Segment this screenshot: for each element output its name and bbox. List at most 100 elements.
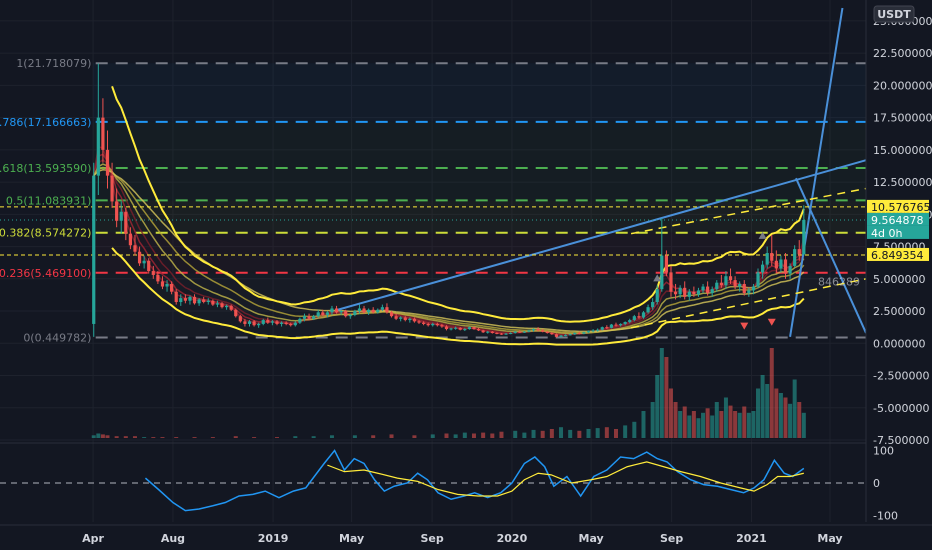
candle bbox=[527, 329, 531, 333]
volume-bar bbox=[91, 435, 96, 438]
volume-bar bbox=[471, 433, 476, 438]
volume-bar bbox=[778, 393, 783, 438]
candle-body bbox=[183, 298, 187, 301]
volume-bar bbox=[673, 402, 678, 438]
faded-price-label: 846289 bbox=[818, 275, 860, 288]
candle-body bbox=[513, 331, 517, 333]
volume-bar bbox=[737, 412, 742, 438]
volume-bar bbox=[499, 431, 504, 438]
candle-body bbox=[302, 316, 307, 319]
candle-body bbox=[463, 329, 467, 331]
candle bbox=[518, 330, 522, 333]
candle-body bbox=[779, 259, 783, 269]
candle-body bbox=[435, 323, 439, 326]
candle-body bbox=[747, 290, 751, 293]
time-tick-label: May bbox=[339, 532, 364, 545]
candle-body bbox=[504, 333, 508, 335]
candle-body bbox=[101, 117, 105, 150]
volume-bar bbox=[783, 397, 788, 438]
volume-bar bbox=[540, 430, 545, 438]
candle-body bbox=[733, 280, 737, 287]
volume-bar bbox=[595, 428, 600, 438]
trendline-support bbox=[337, 159, 867, 311]
candle bbox=[715, 280, 719, 292]
price-axis[interactable]: 25.00000022.50000020.00000017.50000015.0… bbox=[865, 0, 932, 550]
channel-upper bbox=[630, 187, 867, 235]
candle bbox=[202, 296, 206, 304]
volume-bar bbox=[274, 437, 279, 438]
candle bbox=[728, 268, 733, 284]
candle-body bbox=[147, 260, 151, 272]
candle-body bbox=[334, 308, 339, 313]
candle bbox=[197, 298, 201, 306]
volume-bar bbox=[96, 433, 101, 438]
candle bbox=[408, 317, 412, 323]
candle-body bbox=[550, 332, 554, 335]
currency-selector[interactable]: USDT bbox=[873, 5, 915, 23]
candle-body bbox=[220, 303, 224, 308]
candle-body bbox=[568, 334, 572, 336]
candle-body bbox=[371, 309, 375, 313]
trendline-steep bbox=[789, 7, 844, 337]
candle bbox=[797, 240, 801, 261]
candle-body bbox=[247, 321, 252, 324]
candle-body bbox=[270, 321, 275, 323]
candle bbox=[293, 321, 297, 327]
candle-body bbox=[298, 318, 302, 323]
fib-label: 0.786(17.166663) bbox=[0, 116, 91, 129]
candle bbox=[325, 311, 329, 318]
candle-body bbox=[527, 330, 531, 332]
candle bbox=[234, 308, 238, 318]
candle bbox=[710, 286, 714, 297]
candle bbox=[623, 321, 627, 326]
candle-body bbox=[582, 332, 586, 334]
candle bbox=[559, 334, 563, 338]
candle-body bbox=[92, 175, 96, 324]
candle bbox=[692, 286, 696, 297]
candle bbox=[403, 316, 407, 322]
candle bbox=[266, 317, 270, 324]
volume-bars bbox=[91, 348, 806, 438]
time-tick-label: Aug bbox=[161, 532, 185, 545]
price-badge-bg bbox=[867, 199, 929, 213]
candle-body bbox=[476, 329, 481, 331]
volume-bar bbox=[765, 384, 770, 438]
candle bbox=[279, 321, 284, 327]
candle bbox=[655, 285, 659, 305]
candle bbox=[362, 305, 366, 314]
candle bbox=[257, 322, 261, 328]
candle-body bbox=[257, 323, 261, 326]
candle bbox=[270, 320, 275, 326]
volume-bar bbox=[746, 412, 751, 438]
volume-bar bbox=[705, 408, 710, 438]
candle-body bbox=[261, 320, 265, 324]
candle bbox=[192, 294, 197, 305]
volume-bar bbox=[696, 418, 701, 438]
candle bbox=[600, 326, 604, 331]
candlesticks bbox=[92, 63, 806, 338]
candle-body bbox=[325, 312, 329, 315]
candle bbox=[215, 300, 220, 308]
price-tick-label: 20.000000 bbox=[873, 79, 932, 92]
candle bbox=[412, 317, 417, 323]
candle-body bbox=[362, 308, 366, 313]
time-axis[interactable]: Apr Aug 2019 May Sep 2020 May Sep 2021 May bbox=[0, 524, 932, 545]
candle-body bbox=[632, 316, 636, 321]
candle bbox=[206, 298, 210, 305]
candle bbox=[802, 205, 806, 256]
candle bbox=[591, 329, 595, 333]
candle bbox=[504, 332, 508, 335]
candle bbox=[133, 234, 137, 256]
candle-body bbox=[170, 283, 174, 292]
candle bbox=[454, 326, 458, 330]
candle bbox=[142, 255, 146, 269]
candle-body bbox=[229, 305, 233, 310]
candle-body bbox=[541, 330, 545, 332]
volume-bar bbox=[481, 432, 486, 438]
fib-label: 0.618(13.593590) bbox=[0, 162, 91, 175]
candle-body bbox=[115, 201, 119, 221]
candle bbox=[788, 263, 792, 279]
candle-body bbox=[224, 305, 229, 308]
channel-lower bbox=[630, 278, 867, 329]
